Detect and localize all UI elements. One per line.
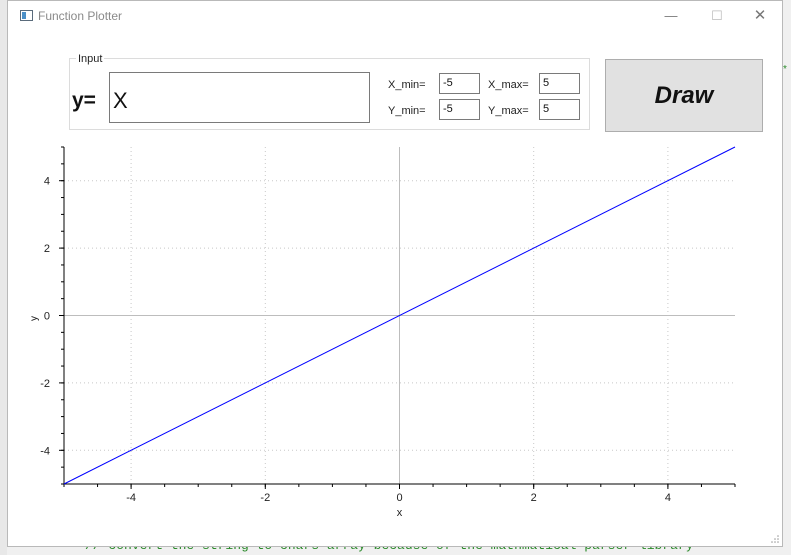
input-group-label: Input xyxy=(76,53,105,65)
series-line xyxy=(63,146,736,485)
close-icon: ✕ xyxy=(753,7,767,24)
background-marker: * xyxy=(783,64,787,75)
x-min-label: X_min= xyxy=(388,79,426,91)
x-max-input[interactable]: 5 xyxy=(539,73,580,94)
x-tick-label: 4 xyxy=(665,492,671,504)
y-axis-title: y xyxy=(29,316,40,321)
plot-area[interactable]: -4 -2 0 2 4 -4 -2 0 2 4 x y xyxy=(8,141,784,521)
x-tick-label: -4 xyxy=(126,492,136,504)
window-title: Function Plotter xyxy=(38,9,123,23)
x-tick-label: -2 xyxy=(260,492,270,504)
x-max-label: X_max= xyxy=(488,79,529,91)
close-button[interactable]: ✕ xyxy=(749,6,771,26)
y-tick-label: -2 xyxy=(40,378,50,390)
plotter-window: Function Plotter — ☐ ✕ Input y= X X_min=… xyxy=(7,0,783,547)
y-tick-label: 2 xyxy=(44,243,50,255)
y-tick-label: 0 xyxy=(44,311,50,323)
function-input[interactable]: X xyxy=(109,72,370,123)
minimize-icon: — xyxy=(664,8,678,23)
x-tick-label: 2 xyxy=(531,492,537,504)
x-tick-label: 0 xyxy=(396,492,402,504)
y-tick-label: -4 xyxy=(40,445,50,457)
y-min-input[interactable]: -5 xyxy=(439,99,480,120)
y-equals-label: y= xyxy=(72,89,96,112)
maximize-button[interactable]: ☐ xyxy=(706,6,728,26)
title-bar[interactable]: Function Plotter — ☐ ✕ xyxy=(8,1,782,31)
minimize-button[interactable]: — xyxy=(660,6,682,26)
y-tick-label: 4 xyxy=(44,176,50,188)
x-axis-title: x xyxy=(397,507,403,519)
resize-grip-icon[interactable] xyxy=(771,535,779,543)
app-window-icon xyxy=(20,10,33,21)
maximize-icon: ☐ xyxy=(711,8,723,23)
y-max-input[interactable]: 5 xyxy=(539,99,580,120)
editor-gutter xyxy=(0,0,7,555)
draw-button[interactable]: Draw xyxy=(605,59,763,132)
y-min-label: Y_min= xyxy=(388,105,426,117)
x-min-input[interactable]: -5 xyxy=(439,73,480,94)
y-max-label: Y_max= xyxy=(488,105,529,117)
